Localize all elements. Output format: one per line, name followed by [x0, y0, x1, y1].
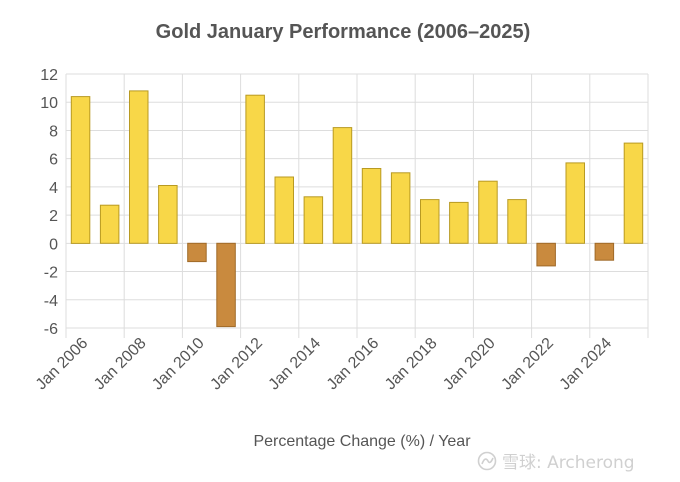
snowball-logo-icon: [477, 451, 497, 471]
y-tick-label: -6: [44, 321, 58, 338]
bar-2010: [187, 242, 207, 263]
chart-title: Gold January Performance (2006–2025): [156, 21, 531, 43]
x-tick-label: Jan 2006: [33, 335, 92, 394]
y-tick-label: 10: [40, 95, 58, 112]
y-tick-label: 4: [49, 180, 58, 197]
bar-2014: [303, 196, 324, 244]
x-tick-label: Jan 2022: [498, 335, 557, 394]
bar-2017: [390, 172, 411, 244]
y-tick-label: 0: [49, 236, 58, 253]
bar-2023: [565, 162, 585, 244]
bar-2016: [361, 168, 382, 244]
bar-2008: [129, 90, 149, 244]
bar-2020: [478, 180, 498, 244]
bar-2024: [594, 242, 615, 261]
x-tick-label: Jan 2016: [324, 335, 383, 394]
x-tick-label: Jan 2010: [149, 335, 208, 394]
grid-lines: [65, 73, 649, 338]
bar-2015: [332, 127, 353, 244]
x-tick-label: Jan 2008: [91, 335, 150, 394]
bar-2012: [245, 94, 265, 244]
bar-2013: [274, 176, 294, 244]
x-tick-label: Jan 2020: [440, 335, 499, 394]
bar-2011: [216, 242, 236, 328]
bar-2022: [536, 242, 556, 267]
y-tick-labels: 12 10 8 6 4 2 0 -2 -4 -6: [40, 67, 58, 338]
bar-2019: [449, 201, 469, 244]
y-tick-label: 8: [49, 123, 58, 140]
watermark: 雪球: Archerong: [477, 451, 635, 473]
x-tick-label: Jan 2018: [382, 335, 441, 394]
y-tick-label: 6: [49, 152, 58, 169]
watermark-text: 雪球: Archerong: [502, 453, 635, 473]
x-tick-labels: Jan 2006 Jan 2008 Jan 2010 Jan 2012 Jan 2014…: [33, 335, 615, 394]
x-axis-label: Percentage Change (%) / Year: [253, 433, 471, 450]
bars: [70, 90, 644, 328]
x-tick-label: Jan 2024: [557, 335, 616, 394]
bar-2021: [507, 199, 527, 244]
bar-2018: [420, 199, 440, 244]
bar-2006: [70, 96, 91, 244]
x-tick-label: Jan 2014: [266, 335, 325, 394]
x-tick-label: Jan 2012: [207, 335, 266, 394]
y-tick-label: -2: [44, 265, 58, 282]
y-tick-label: 2: [49, 208, 58, 225]
bar-2025: [623, 142, 644, 244]
y-tick-label: -4: [44, 293, 58, 310]
y-tick-label: 12: [40, 67, 58, 84]
bar-2009: [158, 185, 178, 244]
bar-2007: [99, 204, 120, 244]
